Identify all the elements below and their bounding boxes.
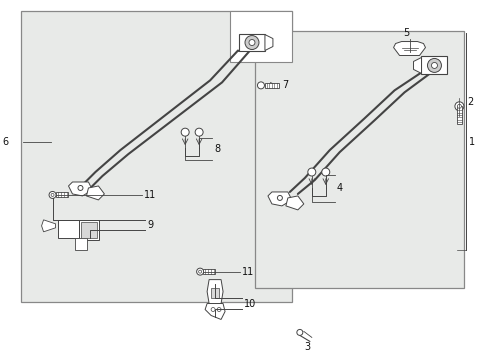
Bar — [239, 33, 265, 51]
Text: 6: 6 — [2, 137, 9, 147]
Text: 9: 9 — [147, 220, 153, 230]
Circle shape — [195, 128, 203, 136]
Bar — [255, 31, 465, 288]
Polygon shape — [207, 280, 223, 303]
Circle shape — [217, 307, 221, 311]
Text: 5: 5 — [404, 28, 410, 37]
Polygon shape — [205, 303, 225, 319]
Circle shape — [432, 62, 438, 68]
Circle shape — [196, 268, 204, 275]
Circle shape — [427, 58, 441, 72]
Circle shape — [322, 168, 330, 176]
Polygon shape — [286, 196, 304, 210]
Text: 4: 4 — [337, 183, 343, 193]
Polygon shape — [86, 186, 104, 200]
Text: 11: 11 — [144, 190, 156, 200]
Polygon shape — [393, 41, 425, 55]
Text: 2: 2 — [467, 97, 474, 107]
Bar — [79, 220, 99, 240]
Bar — [265, 83, 279, 88]
Polygon shape — [268, 192, 292, 206]
Text: 3: 3 — [304, 342, 310, 352]
Circle shape — [51, 193, 54, 197]
Circle shape — [78, 185, 83, 190]
Circle shape — [245, 36, 259, 50]
Circle shape — [308, 168, 316, 176]
Bar — [81, 222, 98, 238]
Bar — [421, 57, 447, 75]
Polygon shape — [69, 182, 93, 196]
Polygon shape — [414, 58, 421, 73]
Text: 11: 11 — [242, 267, 254, 276]
Circle shape — [297, 329, 303, 336]
Circle shape — [49, 192, 56, 198]
Bar — [203, 269, 215, 274]
Bar — [75, 238, 87, 250]
Bar — [230, 11, 292, 62]
Bar — [457, 106, 462, 124]
Polygon shape — [265, 35, 273, 50]
Text: 10: 10 — [244, 298, 256, 309]
Text: 1: 1 — [469, 137, 475, 147]
Text: 8: 8 — [214, 144, 220, 154]
Circle shape — [211, 307, 215, 311]
Circle shape — [181, 128, 189, 136]
Text: 7: 7 — [282, 80, 288, 90]
Bar — [211, 288, 219, 298]
Circle shape — [249, 40, 255, 45]
Circle shape — [457, 104, 462, 108]
Bar — [55, 193, 68, 197]
Circle shape — [455, 102, 464, 111]
Circle shape — [257, 82, 265, 89]
Circle shape — [198, 270, 201, 273]
Bar — [21, 11, 292, 302]
Circle shape — [277, 195, 282, 201]
Bar — [57, 220, 79, 238]
Polygon shape — [42, 220, 55, 232]
